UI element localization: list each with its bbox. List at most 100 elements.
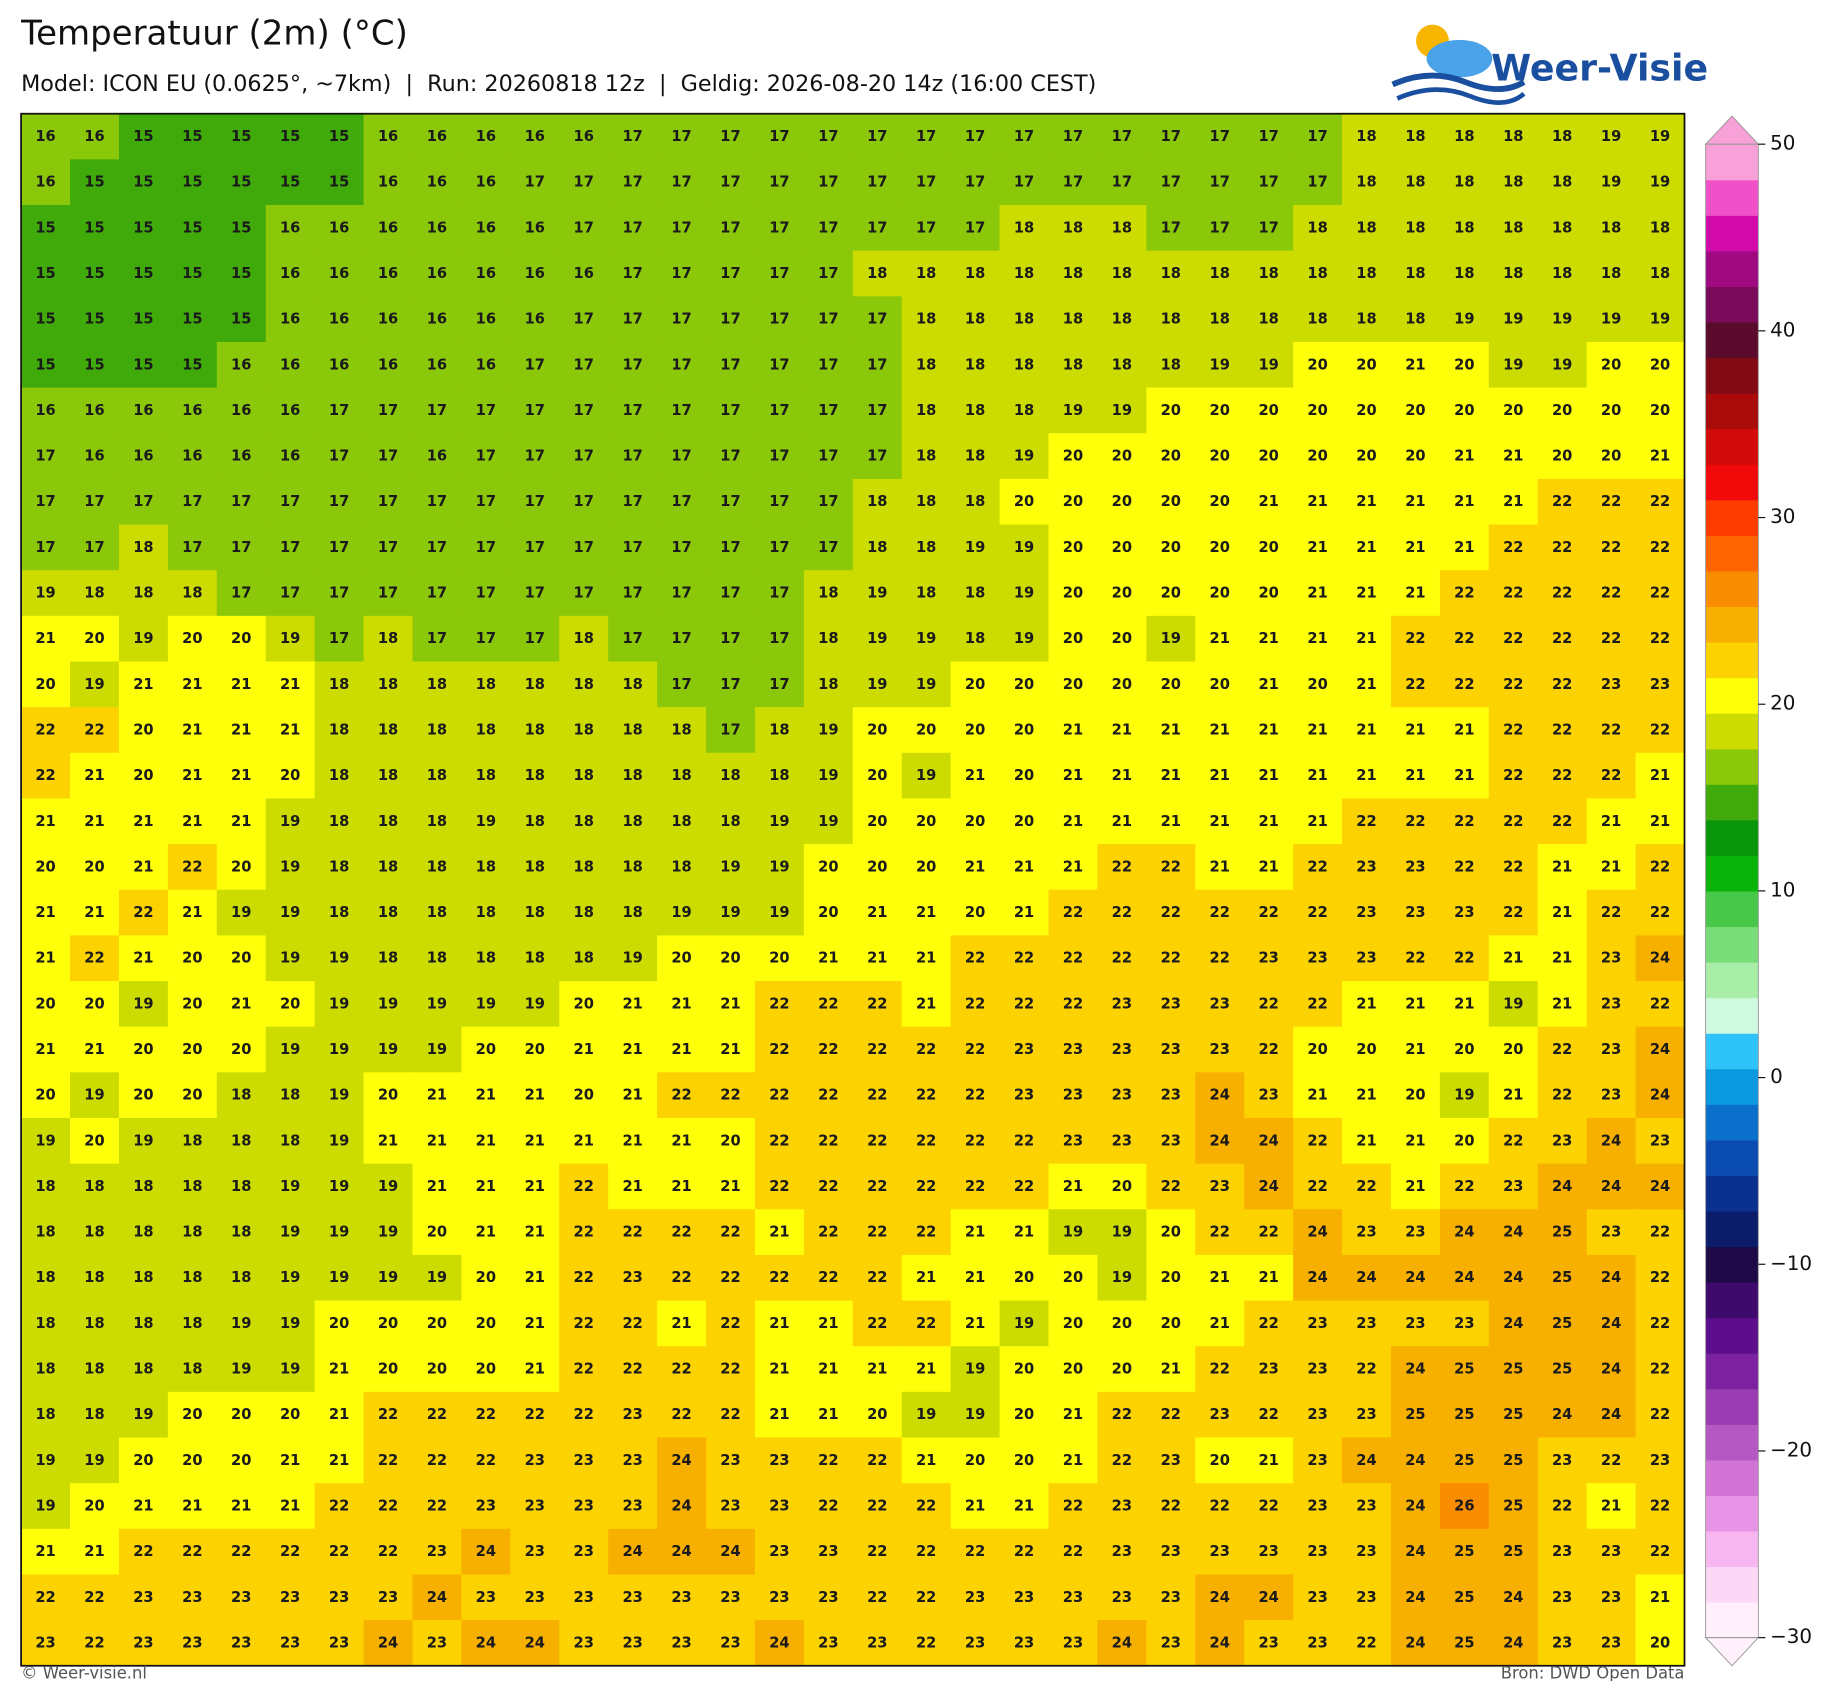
grid-cell	[1439, 707, 1490, 754]
cell-value: 21	[525, 1132, 545, 1149]
cell-value: 17	[329, 585, 349, 602]
cell-value: 18	[84, 1406, 104, 1423]
grid-cell	[1244, 159, 1294, 206]
grid-cell	[167, 889, 218, 936]
cell-value: 21	[769, 1361, 789, 1378]
grid-cell	[1586, 752, 1637, 800]
cell-value: 21	[1405, 721, 1425, 738]
cell-value: 23	[1161, 1589, 1181, 1606]
cell-value: 17	[769, 265, 789, 282]
cell-value: 19	[1014, 1315, 1034, 1332]
cell-value: 21	[525, 1361, 545, 1378]
cell-value: 21	[1405, 1041, 1425, 1058]
cell-value: 24	[671, 1543, 691, 1560]
grid-cell	[461, 981, 511, 1028]
cell-value: 16	[329, 311, 349, 328]
grid-cell	[265, 615, 316, 663]
cell-value: 23	[1307, 1452, 1327, 1469]
cell-value: 21	[671, 1132, 691, 1149]
cell-value: 21	[1307, 813, 1327, 830]
cell-value: 19	[378, 995, 398, 1012]
grid-cell	[901, 433, 952, 480]
cell-value: 18	[574, 950, 594, 967]
colorbar-bin	[1705, 997, 1759, 1034]
grid-cell	[754, 159, 805, 206]
grid-cell	[706, 844, 756, 891]
cell-value: 20	[1405, 402, 1425, 419]
grid-cell	[706, 478, 756, 526]
grid-cell	[608, 935, 658, 982]
cell-value: 15	[133, 265, 153, 282]
grid-cell	[1586, 387, 1637, 434]
cell-value: 17	[818, 539, 838, 556]
grid-cell	[1244, 113, 1294, 160]
grid-cell	[901, 387, 952, 434]
cell-value: 19	[1014, 630, 1034, 647]
cell-value: 21	[1210, 813, 1230, 830]
grid-cell	[1146, 707, 1196, 754]
cell-value: 22	[916, 1634, 936, 1651]
cell-value: 22	[1063, 1497, 1083, 1514]
cell-value: 23	[1307, 950, 1327, 967]
cell-value: 20	[720, 1132, 740, 1149]
grid-cell	[1488, 205, 1539, 252]
grid-cell	[706, 296, 756, 343]
cell-value: 20	[1307, 356, 1327, 373]
cell-value: 18	[476, 676, 496, 693]
cell-value: 17	[1307, 128, 1327, 145]
cell-value: 18	[427, 721, 447, 738]
grid-cell	[1244, 752, 1294, 800]
cell-value: 19	[622, 950, 642, 967]
cell-value: 22	[867, 1087, 887, 1104]
cell-value: 17	[916, 174, 936, 191]
cell-value: 21	[1063, 858, 1083, 875]
cell-value: 23	[182, 1634, 202, 1651]
grid-cell	[559, 250, 609, 297]
grid-cell	[1488, 250, 1539, 297]
cell-value: 19	[35, 1497, 55, 1514]
cell-value: 17	[1258, 174, 1278, 191]
grid-cell	[167, 478, 218, 526]
grid-cell	[510, 981, 560, 1028]
cell-value: 23	[1601, 995, 1621, 1012]
grid-cell	[1048, 433, 1099, 480]
grid-cell	[754, 1026, 805, 1073]
cell-value: 22	[867, 1224, 887, 1241]
cell-value: 18	[574, 813, 594, 830]
grid-cell	[706, 159, 756, 206]
grid-cell	[1195, 478, 1245, 526]
cell-value: 23	[1307, 1406, 1327, 1423]
grid-cell	[412, 798, 462, 845]
cell-value: 22	[1503, 539, 1523, 556]
cell-value: 23	[1552, 1132, 1572, 1149]
cell-value: 15	[84, 219, 104, 236]
cell-value: 16	[280, 265, 300, 282]
cell-value: 16	[231, 448, 251, 465]
cell-value: 23	[35, 1634, 55, 1651]
grid-cell	[901, 707, 952, 754]
grid-cell	[1195, 570, 1245, 617]
cell-value: 23	[1161, 995, 1181, 1012]
cell-value: 18	[35, 1315, 55, 1332]
cell-value: 17	[622, 402, 642, 419]
cell-value: 19	[280, 813, 300, 830]
cell-value: 23	[1063, 1132, 1083, 1149]
cell-value: 20	[133, 721, 153, 738]
cell-value: 18	[622, 813, 642, 830]
cell-value: 23	[1552, 1452, 1572, 1469]
grid-cell	[1586, 981, 1637, 1028]
grid-cell	[314, 935, 365, 982]
cell-value: 23	[378, 1589, 398, 1606]
grid-cell	[1439, 752, 1490, 800]
colorbar-bin	[1705, 1210, 1759, 1248]
cell-value: 22	[35, 1589, 55, 1606]
cell-value: 21	[671, 995, 691, 1012]
grid-cell	[1293, 296, 1343, 343]
grid-cell	[363, 615, 414, 663]
grid-cell	[314, 1026, 365, 1073]
grid-cell	[1244, 889, 1294, 936]
cell-value: 23	[622, 1406, 642, 1423]
grid-cell	[1195, 205, 1245, 252]
cell-value: 19	[1014, 539, 1034, 556]
colorbar-bin	[1705, 855, 1759, 892]
